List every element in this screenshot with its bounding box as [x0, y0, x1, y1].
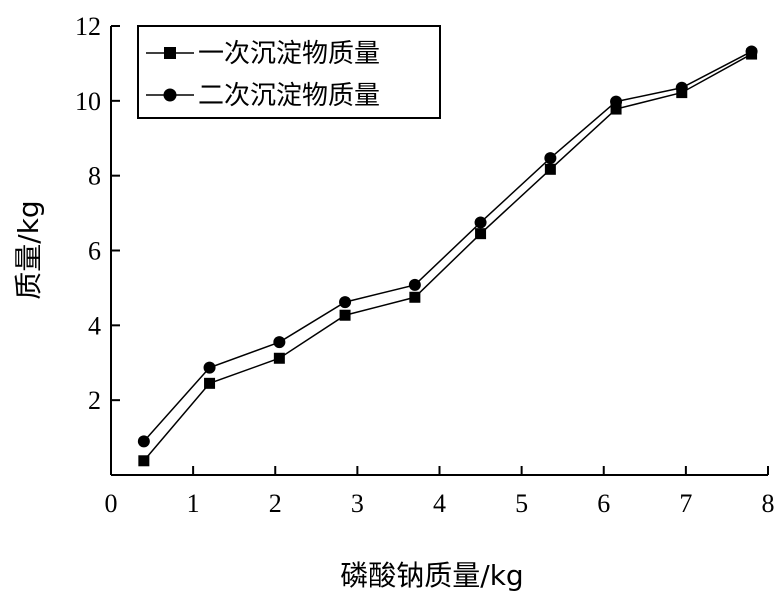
legend-marker-series-2: [163, 88, 177, 102]
data-point-series-1: [273, 352, 285, 364]
data-point-series-2: [675, 81, 688, 94]
x-axis-title: 磷酸钠质量/kg: [340, 559, 523, 592]
legend: 一次沉淀物质量 二次沉淀物质量: [137, 25, 441, 119]
x-tick-label: 2: [269, 489, 282, 518]
y-tick-label: 4: [88, 311, 101, 340]
data-point-series-2: [610, 95, 623, 108]
data-point-series-2: [408, 278, 421, 291]
x-tick-label: 0: [105, 489, 118, 518]
x-tick-label: 4: [433, 489, 446, 518]
legend-label-series-2: 二次沉淀物质量: [198, 81, 380, 111]
y-tick-label: 8: [88, 162, 101, 191]
data-point-series-1: [339, 309, 351, 321]
axes: [110, 25, 769, 476]
x-tick-label: 1: [187, 489, 200, 518]
y-tick-label: 12: [75, 12, 101, 41]
data-point-series-2: [339, 296, 352, 309]
x-tick-label: 8: [762, 489, 775, 518]
series-layer: [137, 45, 758, 467]
y-tick-label: 6: [88, 237, 101, 266]
y-tick-label: 10: [75, 87, 101, 116]
data-point-series-1: [475, 228, 487, 240]
y-axis-title: 质量/kg: [12, 200, 45, 299]
data-point-series-2: [745, 45, 758, 58]
x-tick-label: 7: [679, 489, 692, 518]
data-point-series-2: [203, 361, 216, 374]
x-tick-label: 6: [597, 489, 610, 518]
x-tick-label: 5: [515, 489, 528, 518]
data-point-series-2: [273, 336, 286, 349]
data-point-series-1: [544, 163, 556, 175]
series-line-2: [143, 50, 752, 442]
data-point-series-1: [409, 291, 421, 303]
legend-box: [137, 25, 441, 119]
data-point-series-2: [544, 152, 557, 165]
legend-label-series-1: 一次沉淀物质量: [198, 39, 380, 69]
data-point-series-1: [610, 103, 622, 115]
data-point-series-1: [138, 455, 150, 467]
y-tick-label: 2: [88, 386, 101, 415]
data-point-series-1: [204, 377, 216, 389]
data-point-series-2: [474, 216, 487, 229]
series-line-1: [143, 53, 752, 462]
legend-marker-series-1: [164, 47, 176, 59]
x-tick-label: 3: [351, 489, 364, 518]
data-point-series-2: [137, 435, 150, 448]
